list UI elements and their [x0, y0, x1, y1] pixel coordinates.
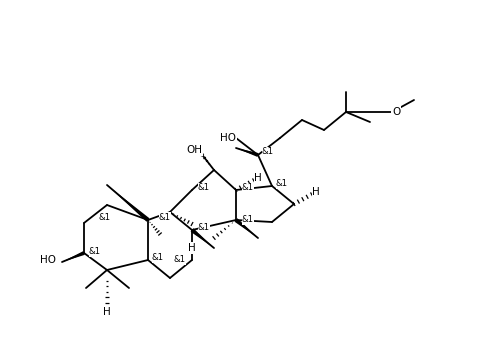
Text: &1: &1	[198, 224, 210, 232]
Text: &1: &1	[242, 184, 254, 192]
Text: H: H	[312, 187, 320, 197]
Text: &1: &1	[152, 253, 164, 263]
Text: &1: &1	[174, 256, 186, 265]
Polygon shape	[234, 218, 258, 238]
Text: OH: OH	[186, 145, 202, 155]
Text: &1: &1	[159, 212, 171, 221]
Text: H: H	[103, 307, 111, 317]
Polygon shape	[62, 251, 85, 262]
Text: O: O	[392, 107, 400, 117]
Text: &1: &1	[276, 179, 288, 188]
Text: H: H	[254, 173, 262, 183]
Polygon shape	[107, 185, 150, 222]
Text: &1: &1	[99, 213, 111, 223]
Polygon shape	[236, 148, 259, 157]
Polygon shape	[191, 228, 214, 248]
Text: HO: HO	[40, 255, 56, 265]
Text: H: H	[188, 243, 196, 253]
Text: &1: &1	[242, 216, 254, 225]
Text: &1: &1	[89, 247, 101, 257]
Text: &1: &1	[198, 184, 210, 192]
Text: HO: HO	[220, 133, 236, 143]
Text: &1: &1	[262, 147, 274, 157]
